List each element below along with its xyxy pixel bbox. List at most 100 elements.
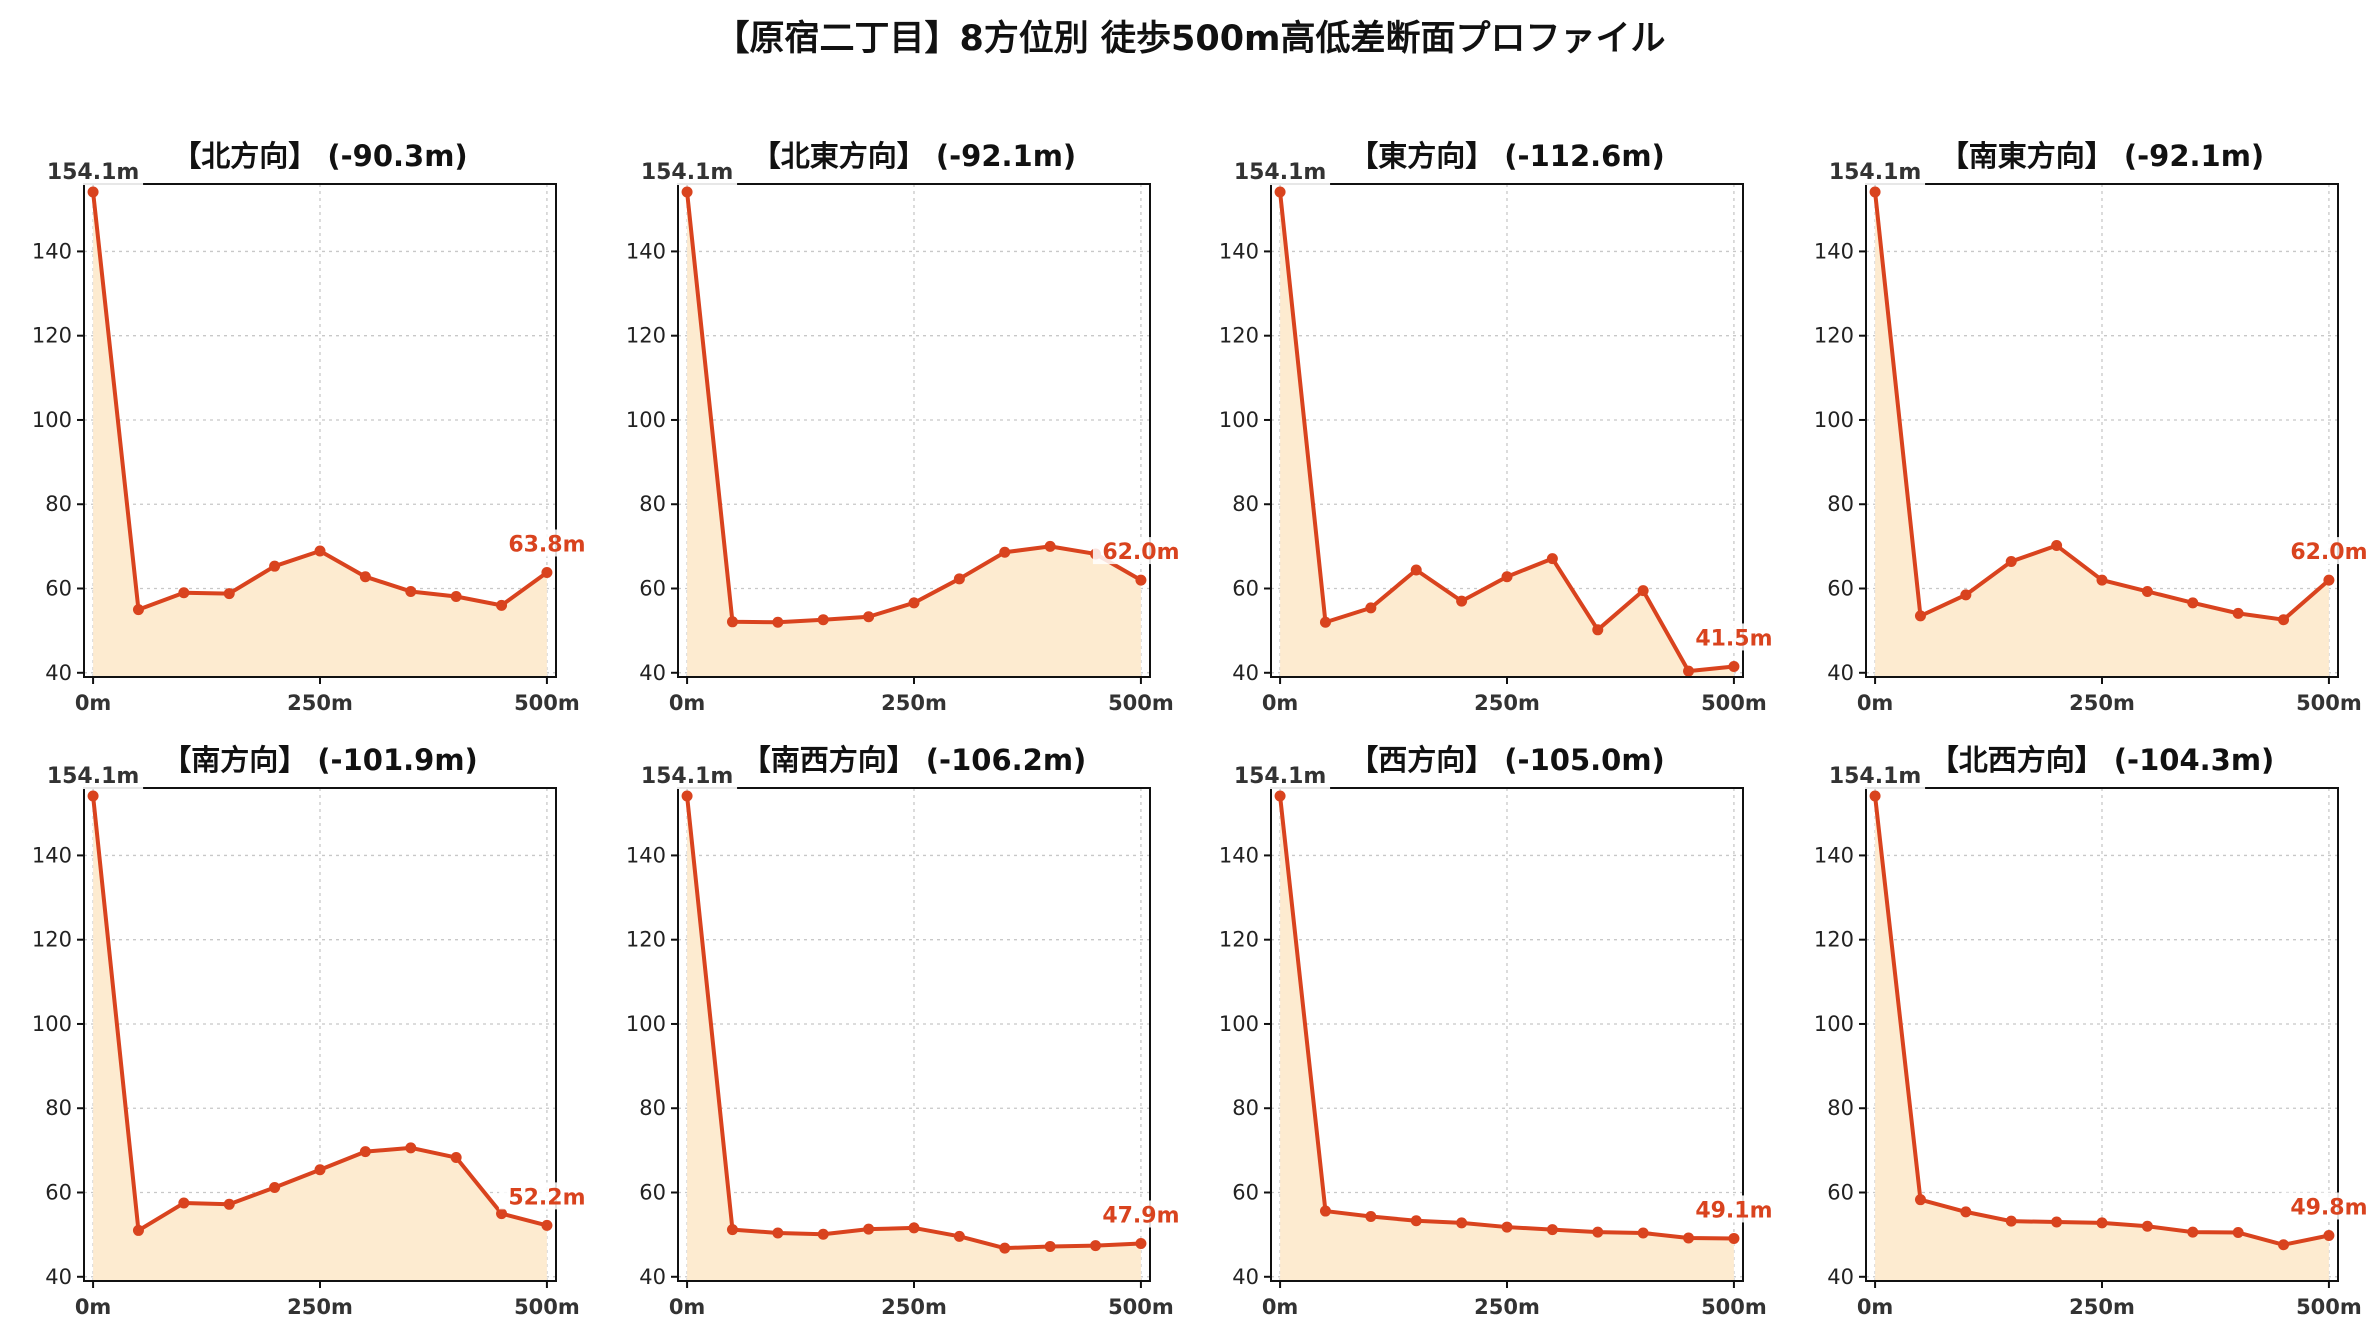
data-point [1456,595,1468,607]
y-tick-label: 80 [1232,492,1259,516]
data-point [2323,574,2335,586]
y-tick-label: 140 [626,843,666,867]
y-tick-label: 40 [639,661,666,685]
y-tick-label: 100 [1219,408,1259,432]
data-point [223,588,235,600]
y-tick-label: 140 [1814,239,1854,263]
y-tick-label: 40 [1232,1265,1259,1289]
data-point [2232,1227,2244,1239]
data-point [132,604,144,616]
data-point [269,1181,281,1193]
elevation-area [93,796,547,1281]
data-point [1410,1215,1422,1227]
y-tick-label: 40 [1827,661,1854,685]
x-tick-label: 250m [1474,1295,1540,1319]
data-point [2141,1220,2153,1232]
x-tick-label: 500m [1108,691,1174,715]
elevation-area [1875,192,2329,677]
start-label-bg [43,159,144,186]
profile-panel-6: 40 60 80 100 120 140 0m 250m 500m 【南西方向】 (-106.2m… [626,743,1189,1319]
elevation-area [687,192,1141,677]
x-tick-label: 250m [881,691,947,715]
data-point [726,1224,738,1236]
y-tick-label: 60 [1827,577,1854,601]
y-tick-label: 120 [1219,324,1259,348]
profile-panel-1: 40 60 80 100 120 140 0m 250m 500m 【北方向】 (-90.3m) 1… [32,139,595,715]
profile-panel-4: 40 60 80 100 120 140 0m 250m 500m 【南東方向】 (-92.1m)… [1814,139,2377,715]
elevation-line [1278,795,1734,1241]
y-tick-label: 100 [1814,1012,1854,1036]
x-tick-label: 250m [2069,691,2135,715]
y-tick-label: 100 [626,408,666,432]
y-tick-label: 40 [45,661,72,685]
y-tick-label: 60 [1232,1181,1259,1205]
data-point [450,1152,462,1164]
y-tick-label: 140 [32,239,72,263]
data-point [1044,1240,1056,1252]
x-tick-label: 0m [669,691,706,715]
x-tick-label: 0m [75,691,112,715]
data-point [178,1197,190,1209]
profile-panel-7: 40 60 80 100 120 140 0m 250m 500m 【西方向】 (-105.0m)… [1219,743,1782,1319]
start-elevation-label: 154.1m [641,160,734,185]
data-point [314,1164,326,1176]
start-label-bg [43,763,144,790]
panel-title: 【西方向】 (-105.0m) [1349,743,1665,777]
data-point [178,587,190,599]
x-tick-label: 0m [1262,1295,1299,1319]
y-tick-label: 80 [1232,1096,1259,1120]
end-label-bg [498,1182,595,1210]
data-point [817,614,829,626]
y-tick-label: 100 [32,1012,72,1036]
y-tick-label: 80 [45,1096,72,1120]
data-point [2005,556,2017,568]
end-elevation-label: 62.0m [2290,540,2367,565]
data-point [1683,1232,1695,1244]
y-tick-label: 40 [639,1265,666,1289]
elevation-area [1875,796,2329,1281]
data-point [1365,602,1377,614]
y-tick-label: 120 [1219,928,1259,952]
data-point [450,591,462,603]
y-tick-label: 60 [45,577,72,601]
x-tick-label: 250m [287,1295,353,1319]
y-tick-label: 100 [1814,408,1854,432]
data-point [1135,574,1147,586]
x-tick-label: 500m [1108,1295,1174,1319]
data-point [2187,1226,2199,1238]
end-elevation-label: 41.5m [1695,626,1772,651]
start-elevation-label: 154.1m [1829,160,1922,185]
panel-title: 【東方向】 (-112.6m) [1349,139,1665,173]
start-label-bg [1230,159,1331,186]
x-tick-label: 0m [1262,691,1299,715]
data-point [772,1227,784,1239]
data-point [1728,660,1740,672]
data-point [1365,1211,1377,1223]
data-point [223,1198,235,1210]
data-point [132,1224,144,1236]
y-tick-label: 40 [1827,1265,1854,1289]
data-point [2278,614,2290,626]
x-tick-label: 0m [669,1295,706,1319]
data-point [269,560,281,572]
data-point [1637,585,1649,597]
data-point [496,599,508,611]
panel-title: 【南西方向】 (-106.2m) [742,743,1087,777]
y-tick-label: 120 [1814,324,1854,348]
profile-panel-3: 40 60 80 100 120 140 0m 250m 500m 【東方向】 (-112.6m)… [1219,139,1782,715]
data-point [359,1146,371,1158]
y-tick-label: 80 [1827,492,1854,516]
data-point [681,186,693,198]
data-point [1960,1206,1972,1218]
x-tick-label: 250m [287,691,353,715]
data-point [405,1142,417,1154]
data-point [496,1208,508,1220]
y-tick-label: 60 [1232,577,1259,601]
y-tick-label: 100 [1219,1012,1259,1036]
y-tick-label: 40 [45,1265,72,1289]
figure-title: 【原宿二丁目】8方位別 徒歩500m高低差断面プロファイル [714,19,1666,59]
data-point [405,585,417,597]
x-tick-label: 500m [514,691,580,715]
data-point [999,1242,1011,1254]
start-elevation-label: 154.1m [1829,764,1922,789]
